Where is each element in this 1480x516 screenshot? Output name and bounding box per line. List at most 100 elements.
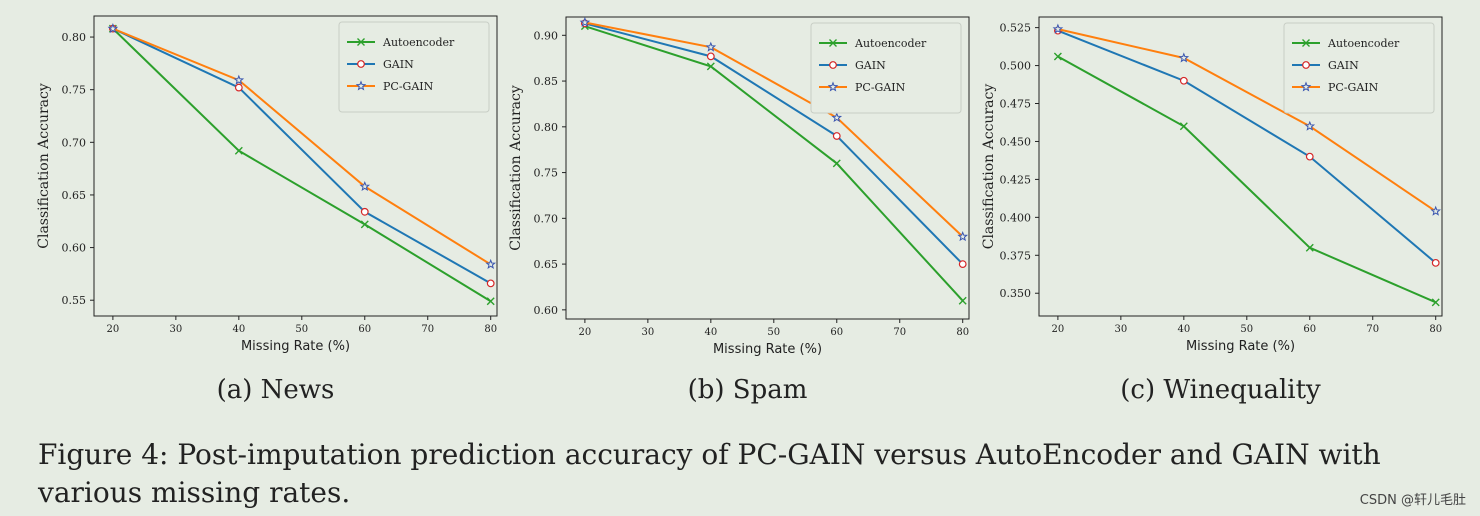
x-tick-label: 30 [1114, 324, 1127, 335]
legend-label: GAIN [1328, 59, 1359, 72]
series-line [1057, 29, 1437, 264]
series-pc-gain [1052, 23, 1442, 216]
y-tick-label: 0.65 [62, 189, 87, 202]
data-point [485, 258, 497, 269]
y-axis-label: Classification Accuracy [981, 84, 997, 250]
x-tick-label: 50 [1240, 324, 1253, 335]
data-point [958, 260, 967, 268]
data-point [1053, 52, 1062, 61]
y-tick-label: 0.80 [62, 31, 87, 44]
legend-marker [1300, 81, 1312, 92]
legend-marker [829, 61, 837, 69]
data-point [1304, 120, 1316, 131]
x-tick-label: 70 [421, 324, 434, 335]
x-tick-label: 50 [767, 327, 780, 338]
legend-label: Autoencoder [382, 36, 455, 49]
y-tick-label: 0.75 [534, 167, 559, 180]
x-tick-label: 40 [1177, 324, 1190, 335]
data-point [706, 62, 715, 71]
data-point [486, 297, 495, 306]
data-point [1430, 205, 1442, 216]
data-point [1305, 152, 1314, 161]
y-tick-label: 0.65 [534, 258, 559, 271]
data-point [234, 146, 243, 155]
legend: Autoencoder GAIN PC-GAIN [338, 21, 490, 113]
legend-marker [1302, 39, 1310, 47]
data-point [579, 16, 591, 28]
x-tick-label: 80 [1429, 324, 1442, 335]
data-point [957, 231, 969, 242]
series-line [584, 21, 964, 238]
figure-caption: Figure 4: Post-imputation prediction acc… [38, 438, 1381, 509]
legend-label: PC-GAIN [1328, 81, 1379, 94]
legend-label: PC-GAIN [855, 81, 906, 94]
x-tick-label: 80 [484, 324, 497, 335]
data-point [1305, 243, 1314, 252]
legend-label: PC-GAIN [383, 80, 434, 93]
data-point [831, 112, 843, 123]
data-point [705, 41, 717, 52]
x-axis-label: Missing Rate (%) [713, 342, 822, 357]
series-line [112, 27, 492, 266]
series-pc-gain [579, 16, 969, 242]
x-axis-label: Missing Rate (%) [241, 339, 350, 354]
x-tick-label: 50 [295, 324, 308, 335]
legend-label: Autoencoder [1327, 37, 1400, 50]
data-point [1179, 122, 1188, 131]
chart-2: 20 30 40 50 60 70 80 0.60 0.65 0.70 0.75 0.80 0.85 0.… [508, 16, 970, 405]
x-tick-label: 70 [893, 327, 906, 338]
x-tick-label: 40 [704, 327, 717, 338]
x-tick-label: 60 [830, 327, 843, 338]
y-tick-label: 0.500 [1000, 60, 1032, 73]
series-line [584, 25, 964, 302]
legend: Autoencoder GAIN PC-GAIN [1283, 22, 1435, 114]
data-point [359, 180, 371, 192]
subcaption: (c) Winequality [1120, 375, 1321, 405]
y-tick-label: 0.475 [1000, 98, 1032, 111]
data-point [360, 207, 369, 216]
legend-marker [827, 81, 839, 92]
watermark: CSDN @轩儿毛肚 [1359, 493, 1466, 508]
y-tick-label: 0.525 [1000, 22, 1032, 35]
data-point [1431, 258, 1440, 267]
y-tick-label: 0.375 [1000, 249, 1032, 262]
series-line [1057, 28, 1437, 213]
y-tick-label: 0.75 [62, 84, 87, 97]
data-point [958, 296, 967, 305]
series-line [1057, 55, 1437, 304]
x-axis-label: Missing Rate (%) [1186, 339, 1295, 354]
chart-1: 20 30 40 50 60 70 80 0.55 0.60 0.65 0.70 0.75 0.80 Mi… [36, 15, 498, 405]
legend-label: Autoencoder [854, 37, 927, 50]
y-axis-label: Classification Accuracy [36, 83, 52, 249]
data-point [1179, 76, 1188, 85]
legend-marker [1302, 61, 1310, 69]
legend-box [1283, 22, 1435, 114]
y-tick-label: 0.55 [62, 294, 87, 307]
legend-label: GAIN [383, 58, 414, 71]
figure-charts: 20 30 40 50 60 70 80 0.55 0.60 0.65 0.70 0.75 0.80 Mi… [36, 15, 1443, 405]
legend-label: GAIN [855, 59, 886, 72]
legend-marker [355, 80, 367, 91]
series-line [584, 22, 964, 265]
series-line [112, 27, 492, 303]
y-tick-label: 0.450 [1000, 135, 1032, 148]
data-point [1052, 23, 1064, 34]
x-tick-label: 70 [1366, 324, 1379, 335]
legend: Autoencoder GAIN PC-GAIN [810, 22, 962, 114]
y-tick-label: 0.60 [534, 304, 559, 317]
y-tick-label: 0.60 [62, 242, 87, 255]
x-tick-label: 20 [107, 324, 120, 335]
y-tick-label: 0.90 [534, 29, 559, 42]
series-autoencoder [1053, 52, 1440, 307]
y-tick-label: 0.70 [62, 136, 87, 149]
y-tick-label: 0.80 [534, 121, 559, 134]
data-point [486, 279, 495, 288]
y-axis-label: Classification Accuracy [508, 85, 524, 251]
data-point [107, 23, 119, 34]
subcaption: (a) News [217, 375, 335, 405]
x-tick-label: 30 [641, 327, 654, 338]
data-point [1178, 52, 1190, 63]
data-point [706, 52, 715, 61]
x-tick-label: 20 [579, 327, 592, 338]
legend-marker [357, 60, 365, 68]
